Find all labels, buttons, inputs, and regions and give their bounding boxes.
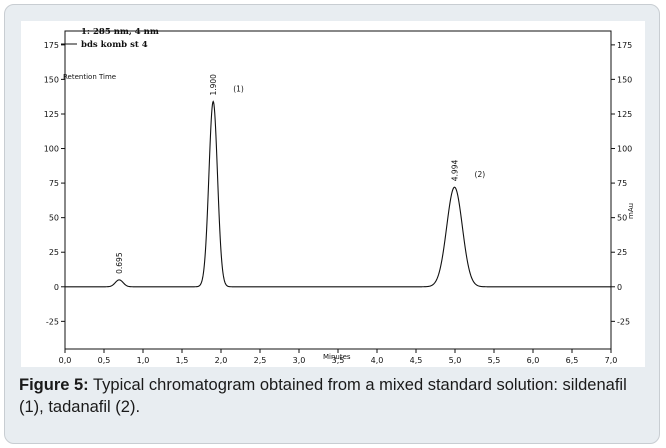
chromatogram-panel: 1: 285 nm, 4 nm bds komb st 4 Retention … (21, 21, 645, 367)
x-tick-label: 3,0 (293, 356, 306, 365)
x-axis-label: Minutes (323, 353, 351, 361)
y-tick-label-left: 25 (49, 248, 59, 257)
retention-time-annotation: Retention Time (63, 73, 116, 81)
y-tick-label-right: 0 (617, 283, 622, 292)
right-axis-label: mAu (627, 203, 635, 219)
chromatogram-chart: 1: 285 nm, 4 nm bds komb st 4 Retention … (44, 27, 635, 365)
y-tick-label-right: 25 (617, 248, 627, 257)
x-tick-label: 0,5 (98, 356, 111, 365)
peak-rt-label-1: 0.695 (115, 252, 124, 274)
plot-frame (64, 30, 612, 350)
x-tick-label: 4,0 (371, 356, 384, 365)
y-tick-label-left: 50 (49, 214, 59, 223)
x-tick-label: 1,5 (176, 356, 189, 365)
figure-frame: 1: 285 nm, 4 nm bds komb st 4 Retention … (4, 4, 660, 444)
y-tick-label-right: 125 (617, 110, 632, 119)
caption-label: Figure 5: (19, 376, 89, 394)
y-tick-label-right: 100 (617, 145, 632, 154)
y-tick-label-right: 150 (617, 75, 632, 84)
x-tick-label: 3,5 (332, 356, 345, 365)
y-tick-label-left: 125 (44, 110, 59, 119)
x-tick-label: 7,0 (605, 356, 618, 365)
legend-line-1: 1: 285 nm, 4 nm (81, 27, 159, 37)
y-tick-label-left: 150 (44, 75, 59, 84)
figure-caption: Figure 5: Typical chromatogram obtained … (19, 374, 649, 418)
y-tick-label-right: -25 (617, 317, 630, 326)
peak-rt-label-3: 4.994 (451, 160, 460, 182)
x-tick-label: 4,5 (410, 356, 423, 365)
caption-text: Typical chromatogram obtained from a mix… (19, 376, 627, 416)
x-tick-label: 2,5 (254, 356, 267, 365)
x-tick-label: 5,5 (488, 356, 501, 365)
x-tick-label: 2,0 (215, 356, 228, 365)
x-tick-label: 1,0 (137, 356, 150, 365)
y-tick-label-left: 175 (44, 41, 59, 50)
chromatogram-trace (65, 100, 611, 288)
legend-line-2: bds komb st 4 (81, 40, 148, 50)
y-tick-label-right: 175 (617, 41, 632, 50)
y-tick-label-left: 75 (49, 179, 59, 188)
chart-marks: 0,0 0,5 1,0 1,5 2,0 2,5 3,0 3,5 4,0 4,5 5,0 5,5 6,0 6… (44, 30, 632, 365)
x-tick-label: 6,5 (566, 356, 579, 365)
x-tick-label: 0,0 (59, 356, 72, 365)
y-tick-label-left: -25 (46, 317, 59, 326)
y-tick-label-left: 100 (44, 145, 59, 154)
peak-name-label-2: (1) (233, 85, 244, 94)
peak-rt-label-2: 1.900 (209, 74, 218, 96)
x-tick-label: 6,0 (527, 356, 540, 365)
y-tick-label-right: 75 (617, 179, 627, 188)
y-tick-label-right: 50 (617, 214, 627, 223)
y-tick-label-left: 0 (54, 283, 59, 292)
x-tick-label: 5,0 (449, 356, 462, 365)
peak-name-label-3: (2) (475, 170, 486, 179)
